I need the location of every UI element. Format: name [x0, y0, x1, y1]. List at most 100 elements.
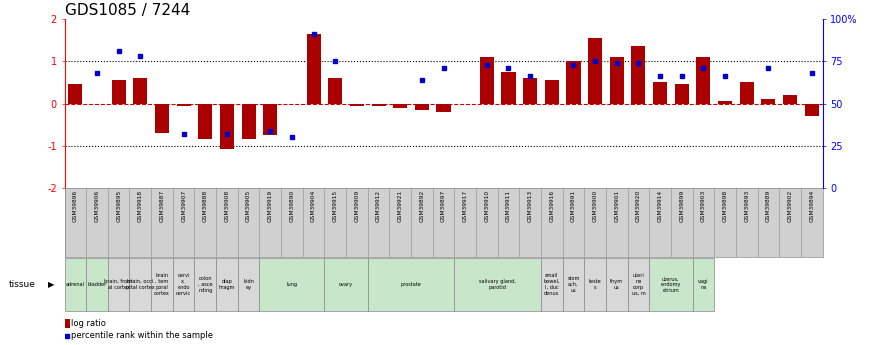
Text: GSM39887: GSM39887 [159, 190, 165, 222]
Bar [415, 104, 429, 110]
FancyBboxPatch shape [65, 258, 86, 311]
FancyBboxPatch shape [216, 258, 237, 311]
Text: GSM39910: GSM39910 [485, 190, 489, 222]
Text: bladder: bladder [88, 282, 107, 287]
Bar [523, 78, 538, 104]
Text: brain, occi
pital cortex: brain, occi pital cortex [126, 279, 155, 290]
Bar [566, 61, 581, 104]
Text: cervi
x,
endo
cervic: cervi x, endo cervic [176, 274, 191, 296]
Text: lung: lung [287, 282, 297, 287]
FancyBboxPatch shape [584, 258, 606, 311]
FancyBboxPatch shape [693, 258, 714, 311]
Bar [588, 38, 602, 104]
Bar [675, 85, 689, 103]
FancyBboxPatch shape [627, 258, 650, 311]
Text: GSM39901: GSM39901 [615, 190, 619, 222]
Text: GSM39904: GSM39904 [311, 190, 316, 222]
Text: uteri
ne
corp
us, m: uteri ne corp us, m [632, 274, 645, 296]
Text: thym
us: thym us [610, 279, 624, 290]
Bar [436, 104, 451, 112]
Text: GSM39894: GSM39894 [809, 190, 814, 222]
Text: GSM39907: GSM39907 [181, 190, 186, 222]
Text: GSM39905: GSM39905 [246, 190, 251, 222]
Text: GSM39890: GSM39890 [289, 190, 295, 222]
Bar [306, 34, 321, 104]
Text: teste
s: teste s [589, 279, 601, 290]
Bar [393, 104, 408, 108]
Text: GSM39917: GSM39917 [462, 190, 468, 222]
Text: adrenal: adrenal [65, 282, 85, 287]
Text: GSM39908: GSM39908 [224, 190, 229, 222]
FancyBboxPatch shape [606, 258, 627, 311]
Bar [263, 104, 277, 135]
Text: GSM39899: GSM39899 [679, 190, 685, 222]
Bar [610, 57, 624, 104]
FancyBboxPatch shape [454, 258, 541, 311]
FancyBboxPatch shape [194, 258, 216, 311]
Bar [783, 95, 797, 104]
Bar [479, 57, 494, 104]
Bar [220, 104, 234, 149]
Text: GSM39912: GSM39912 [376, 190, 381, 222]
FancyBboxPatch shape [260, 258, 324, 311]
FancyBboxPatch shape [650, 258, 693, 311]
FancyBboxPatch shape [108, 258, 130, 311]
Text: GSM39918: GSM39918 [138, 190, 142, 222]
Bar [328, 78, 342, 104]
FancyBboxPatch shape [563, 258, 584, 311]
Text: GSM39911: GSM39911 [506, 190, 511, 222]
Text: salivary gland,
parotid: salivary gland, parotid [479, 279, 516, 290]
FancyBboxPatch shape [541, 258, 563, 311]
Bar [177, 104, 191, 106]
Bar [372, 104, 385, 106]
Text: GSM39893: GSM39893 [745, 190, 749, 222]
Text: kidn
ey: kidn ey [243, 279, 254, 290]
Bar [718, 101, 732, 104]
Text: GSM39906: GSM39906 [94, 190, 99, 222]
Text: small
bowel,
l, duc
denus: small bowel, l, duc denus [544, 274, 560, 296]
FancyBboxPatch shape [151, 258, 173, 311]
Bar [198, 104, 212, 139]
FancyBboxPatch shape [173, 258, 194, 311]
Text: tissue: tissue [9, 280, 36, 289]
Text: GSM39920: GSM39920 [636, 190, 641, 222]
Text: GSM39913: GSM39913 [528, 190, 532, 222]
FancyBboxPatch shape [324, 258, 367, 311]
Text: uterus,
endomy
etrium: uterus, endomy etrium [660, 276, 681, 293]
Bar [349, 104, 364, 106]
Text: GSM39896: GSM39896 [73, 190, 78, 222]
Text: GDS1085 / 7244: GDS1085 / 7244 [65, 3, 190, 18]
Text: GSM39900: GSM39900 [592, 190, 598, 222]
Text: prostate: prostate [401, 282, 421, 287]
Text: brain
, tem
poral
cortex: brain , tem poral cortex [154, 274, 170, 296]
Bar [740, 82, 754, 104]
Bar [68, 85, 82, 103]
Bar [696, 57, 711, 104]
Text: GSM39898: GSM39898 [722, 190, 728, 222]
Text: percentile rank within the sample: percentile rank within the sample [72, 331, 213, 340]
Text: colon
, asce
nding: colon , asce nding [198, 276, 212, 293]
Text: GSM39892: GSM39892 [419, 190, 425, 222]
Text: GSM39921: GSM39921 [398, 190, 402, 222]
Text: vagi
na: vagi na [698, 279, 709, 290]
Bar [134, 78, 147, 104]
Bar [242, 104, 255, 139]
Bar [502, 72, 515, 103]
Bar [653, 82, 668, 104]
Bar [805, 104, 819, 116]
FancyBboxPatch shape [367, 258, 454, 311]
Text: GSM39915: GSM39915 [332, 190, 338, 222]
Text: log ratio: log ratio [72, 319, 107, 328]
Bar [112, 80, 125, 104]
FancyBboxPatch shape [237, 258, 260, 311]
Bar [155, 104, 169, 133]
FancyBboxPatch shape [86, 258, 108, 311]
Bar [545, 80, 559, 104]
Text: GSM39919: GSM39919 [268, 190, 272, 222]
Text: diap
hragm: diap hragm [219, 279, 235, 290]
Text: stom
ach,
us: stom ach, us [567, 276, 580, 293]
Text: GSM39897: GSM39897 [441, 190, 446, 222]
Text: GSM39891: GSM39891 [571, 190, 576, 222]
Text: GSM39888: GSM39888 [202, 190, 208, 222]
Text: GSM39914: GSM39914 [658, 190, 663, 222]
